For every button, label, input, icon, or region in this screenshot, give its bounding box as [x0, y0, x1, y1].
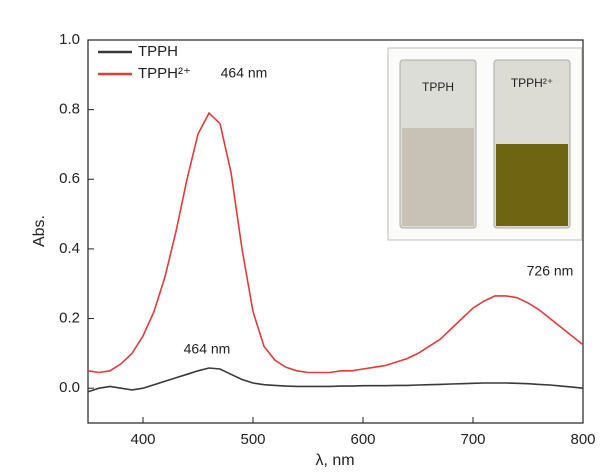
annotation: 464 nm [184, 341, 231, 357]
x-tick-label: 800 [570, 431, 595, 448]
spectrum-line [87, 111, 584, 374]
inset-label: TPPH [422, 80, 454, 94]
y-axis-label: Abs. [31, 215, 48, 247]
x-tick-label: 600 [350, 431, 375, 448]
y-tick-label: 0.0 [59, 379, 80, 396]
x-tick-label: 400 [130, 431, 155, 448]
y-tick-label: 0.8 [59, 101, 80, 118]
x-axis-label: λ, nm [315, 452, 354, 469]
y-tick-label: 0.4 [59, 240, 80, 257]
spectrum-line [87, 367, 584, 393]
plot-frame [87, 39, 584, 424]
y-tick-label: 0.2 [59, 310, 80, 327]
inset-photo: TPPH TPPH²⁺ [387, 47, 583, 241]
x-tick-label: 500 [240, 431, 265, 448]
legend-label: TPPH²⁺ [138, 65, 191, 82]
annotation: 464 nm [221, 65, 268, 81]
legend-label: TPPH [138, 43, 178, 60]
y-tick-label: 0.6 [59, 170, 80, 187]
y-tick-label: 1.0 [59, 31, 80, 48]
annotation: 726 nm [527, 263, 574, 279]
inset-label: TPPH²⁺ [511, 76, 553, 90]
solution [402, 128, 474, 226]
solution [496, 144, 568, 226]
x-tick-label: 700 [460, 431, 485, 448]
